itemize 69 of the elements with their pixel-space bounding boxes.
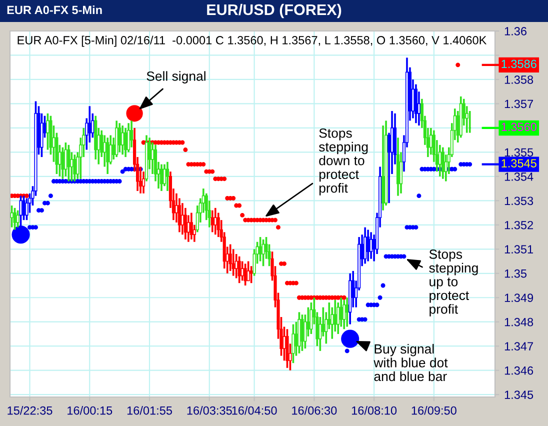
x-tick-label: 16/06:30: [292, 406, 337, 415]
candlestick: [118, 122, 122, 154]
chart-title: EUR/USD (FOREX): [207, 4, 342, 18]
candlestick: [364, 226, 367, 265]
candlestick: [300, 314, 304, 352]
candlestick: [244, 262, 247, 286]
annotation: EUR A0-FX [5-Min] 02/16/11 -0.0001 C 1.3560, H 1.3567, L 1.3558, O 1.3560, V 1.4060K: [18, 36, 487, 47]
y-tick-label: 1.357: [504, 100, 533, 108]
candlestick: [441, 146, 444, 180]
candlestick: [240, 260, 244, 282]
candlestick: [160, 163, 164, 192]
candlestick: [336, 302, 340, 335]
y-tick-label: 1.354: [504, 172, 534, 181]
y-tick-label: 1.35: [504, 269, 527, 278]
candlestick: [166, 160, 170, 192]
x-tick-label: 16/00:15: [68, 406, 112, 415]
x-tick-label: 16/03:35: [187, 406, 232, 415]
candlestick: [106, 136, 110, 175]
annotation: Sell signal: [146, 71, 206, 84]
candlestick: [127, 122, 130, 154]
ref-line-label: 1.3560: [502, 122, 536, 132]
candlestick: [232, 248, 235, 277]
y-tick-label: 1.355: [504, 148, 534, 157]
candlestick: [210, 209, 214, 234]
y-tick-label: 1.36: [504, 27, 526, 36]
annotation: Stops stepping down to protect profit: [318, 128, 368, 196]
chart-subtitle: EUR A0-FX 5-Min: [7, 6, 102, 14]
ref-line-label: 1.3586: [502, 60, 536, 68]
candlestick: [258, 236, 262, 262]
candlestick: [178, 197, 181, 234]
candlestick: [180, 202, 184, 236]
y-tick-label: 1.353: [504, 196, 534, 206]
candlestick: [292, 323, 295, 364]
y-tick-label: 1.347: [504, 342, 533, 350]
candlestick: [121, 124, 124, 156]
x-tick-label: 16/01:55: [127, 406, 172, 415]
candlestick: [310, 302, 313, 335]
x-tick-label: 15/22:35: [8, 406, 52, 415]
candlestick: [216, 212, 220, 238]
y-tick-label: 1.352: [504, 220, 533, 230]
candlestick: [228, 243, 232, 272]
annotation: Stops stepping up to protect profit: [429, 250, 478, 316]
candlestick: [130, 120, 134, 148]
candlestick: [190, 212, 193, 240]
y-tick-label: 1.348: [504, 318, 534, 326]
candlestick: [64, 142, 68, 178]
candlestick: [366, 228, 370, 262]
candlestick: [370, 231, 373, 260]
annotation: Buy signal with blue dot and blue bar: [374, 344, 448, 382]
candlestick: [234, 253, 238, 280]
y-tick-label: 1.345: [504, 390, 534, 399]
x-tick-label: 16/08:10: [352, 406, 397, 415]
candlestick: [184, 207, 187, 240]
candlestick: [262, 238, 265, 268]
y-tick-label: 1.349: [504, 294, 534, 302]
y-tick-label: 1.351: [504, 245, 533, 254]
candlestick: [246, 260, 250, 282]
y-tick-label: 1.358: [504, 76, 534, 84]
candlestick: [214, 207, 217, 236]
x-tick-label: 16/04:50: [232, 406, 277, 415]
candlestick: [238, 256, 241, 284]
candlestick: [250, 265, 253, 284]
ref-line-label: 1.3545: [502, 159, 536, 168]
x-tick-label: 16/09:50: [412, 406, 456, 415]
candlestick: [346, 296, 349, 328]
candlestick: [124, 127, 128, 158]
y-tick-label: 1.346: [504, 366, 534, 375]
candlestick: [162, 163, 166, 188]
candlestick: [46, 112, 50, 151]
